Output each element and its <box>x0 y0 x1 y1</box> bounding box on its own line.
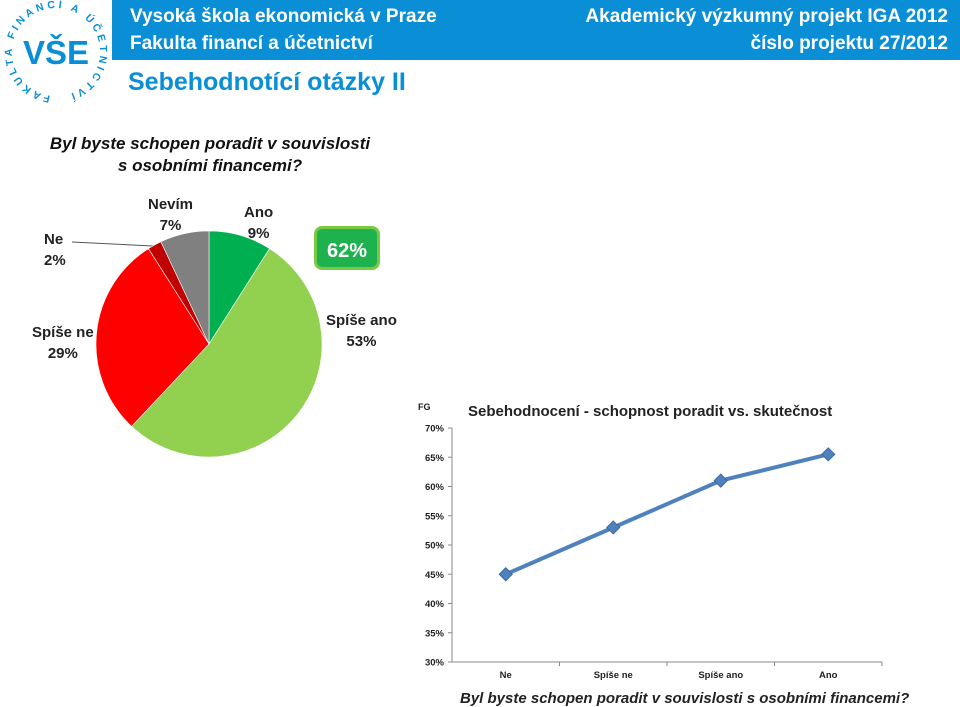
line-chart-ylabel: FG <box>418 402 431 412</box>
pie-slice-spise-ano <box>131 248 323 458</box>
y-tick-label: 65% <box>425 453 445 464</box>
y-tick-label: 60% <box>425 482 445 493</box>
faculty-name: Fakulta financí a účetnictví <box>130 33 373 54</box>
y-tick-label: 35% <box>425 628 445 639</box>
pie-label-spise-ano-value: 53% <box>346 333 377 350</box>
pie-label-spise-ano: Spíše ano 53% <box>326 310 397 352</box>
y-tick-label: 50% <box>425 541 445 552</box>
x-tick-label: Ano <box>819 670 838 681</box>
y-tick-label: 45% <box>425 570 445 581</box>
pie-label-spise-ano-name: Spíše ano <box>326 312 397 329</box>
university-name: Vysoká škola ekonomická v Praze <box>130 6 437 27</box>
pie-label-ne-value: 2% <box>44 252 66 269</box>
line-chart-xlabel: Byl byste schopen poradit v souvislosti … <box>460 690 909 707</box>
pie-label-ne: Ne 2% <box>44 229 66 271</box>
y-tick-label: 70% <box>425 424 445 435</box>
faculty-logo: FAKULTA FINANCÍ A ÚČETNICTVÍ VŠE <box>0 0 112 105</box>
pie-label-spise-ne-value: 29% <box>47 345 78 362</box>
total-positive-badge: 62% <box>314 226 380 270</box>
y-tick-label: 40% <box>425 599 445 610</box>
header-bar: Vysoká škola ekonomická v Praze Fakulta … <box>0 0 960 60</box>
question-line-1: Byl byste schopen poradit v souvislosti <box>49 134 371 153</box>
pie-label-spise-ne-name: Spíše ne <box>32 324 94 341</box>
data-point <box>821 447 836 462</box>
pie-question: Byl byste schopen poradit v souvislosti … <box>40 133 380 177</box>
line-chart-title: Sebehodnocení - schopnost poradit vs. sk… <box>468 403 832 420</box>
data-point <box>498 567 513 582</box>
project-name: Akademický výzkumný projekt IGA 2012 <box>585 6 948 27</box>
pie-label-ano-value: 9% <box>247 225 270 242</box>
series-line <box>505 452 829 577</box>
x-tick-label: Spíše ne <box>594 670 633 681</box>
slide-title: Sebehodnotící otázky II <box>128 68 406 96</box>
data-point <box>713 473 728 488</box>
pie-slice-spise-ne <box>95 248 210 427</box>
logo-text: VŠE <box>23 33 89 71</box>
y-tick-label: 30% <box>425 658 445 669</box>
pie-label-ano: Ano 9% <box>244 202 273 244</box>
project-number: číslo projektu 27/2012 <box>750 33 949 54</box>
pie-label-nevim: Nevím 7% <box>148 194 193 236</box>
pie-label-nevim-name: Nevím <box>148 196 194 213</box>
x-tick-label: Ne <box>500 670 512 681</box>
pie-label-ne-name: Ne <box>44 231 64 248</box>
data-point <box>606 520 621 535</box>
question-line-2: s osobními financemi? <box>117 156 303 175</box>
pie-label-spise-ne: Spíše ne 29% <box>32 322 94 364</box>
y-tick-label: 55% <box>425 511 445 522</box>
pie-label-ano-name: Ano <box>244 204 274 221</box>
pie-slice-nevim <box>160 230 210 345</box>
pie-label-nevim-value: 7% <box>159 217 182 234</box>
x-tick-label: Spíše ano <box>698 670 743 681</box>
ne-leader-line <box>71 241 154 247</box>
